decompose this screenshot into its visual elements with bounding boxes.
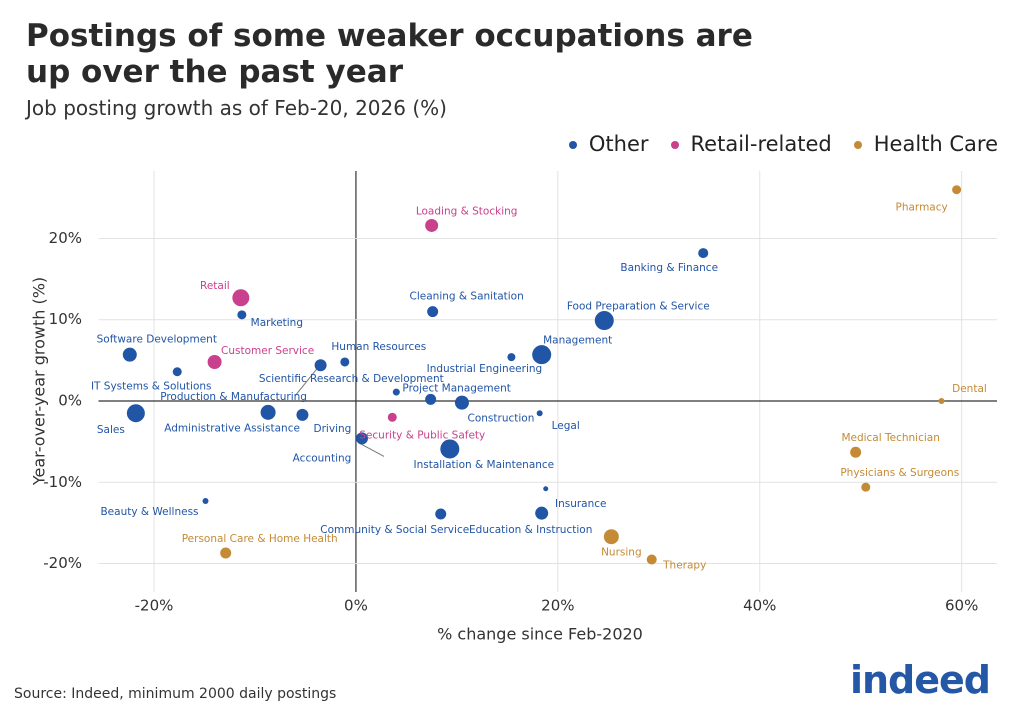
point-label: Production & Manufacturing bbox=[160, 391, 307, 403]
point bbox=[237, 310, 247, 320]
point bbox=[260, 404, 276, 420]
point-label: Administrative Assistance bbox=[164, 422, 300, 434]
x-tick-label: 20% bbox=[541, 597, 574, 615]
legend-item: Retail-related bbox=[670, 132, 832, 156]
point-label: Education & Instruction bbox=[469, 524, 592, 536]
point bbox=[535, 506, 549, 520]
point-label: Medical Technician bbox=[841, 432, 939, 444]
point-label: Retail bbox=[200, 280, 230, 292]
point bbox=[603, 529, 619, 545]
legend-label: Other bbox=[588, 132, 649, 156]
legend-swatch bbox=[670, 141, 679, 149]
point bbox=[202, 497, 209, 504]
point bbox=[126, 404, 145, 423]
point bbox=[425, 393, 437, 405]
legend-label: Health Care bbox=[873, 132, 998, 156]
y-tick-label: -10% bbox=[43, 473, 82, 491]
point-label: IT Systems & Solutions bbox=[91, 381, 212, 393]
point bbox=[861, 482, 871, 492]
point-label: Community & Social Service bbox=[320, 524, 469, 536]
point bbox=[952, 185, 962, 195]
point bbox=[507, 353, 516, 362]
point bbox=[698, 248, 709, 259]
chart-subtitle: Job posting growth as of Feb-20, 2026 (%… bbox=[26, 96, 447, 120]
leader-line bbox=[295, 368, 317, 396]
point-label: Industrial Engineering bbox=[427, 363, 543, 375]
point bbox=[454, 395, 469, 410]
point-label: Management bbox=[543, 335, 612, 347]
y-tick-label: 0% bbox=[58, 392, 82, 410]
point bbox=[536, 410, 543, 417]
leader-line bbox=[357, 441, 385, 457]
y-tick-label: -20% bbox=[43, 554, 82, 572]
point bbox=[425, 218, 439, 232]
x-tick-label: 60% bbox=[945, 597, 978, 615]
point-label: Accounting bbox=[293, 452, 352, 464]
point-label: Legal bbox=[552, 420, 580, 432]
y-axis-label: Year-over-year growth (%) bbox=[30, 277, 49, 486]
source: Source: Indeed, minimum 2000 daily posti… bbox=[14, 686, 337, 702]
y-tick-label: 10% bbox=[49, 310, 82, 328]
point-label: Customer Service bbox=[221, 345, 314, 357]
legend-item: Health Care bbox=[853, 132, 998, 156]
point-label: Banking & Finance bbox=[620, 262, 718, 274]
point bbox=[938, 398, 945, 405]
logo: indeed bbox=[849, 658, 991, 702]
point bbox=[122, 347, 137, 362]
point-label: Security & Public Safety bbox=[359, 429, 485, 441]
point bbox=[850, 446, 862, 458]
point bbox=[392, 388, 400, 396]
point bbox=[207, 354, 222, 369]
point bbox=[646, 554, 657, 565]
legend-item: Other bbox=[568, 132, 649, 156]
point-label: Food Preparation & Service bbox=[567, 301, 710, 313]
point-label: Sales bbox=[97, 424, 125, 436]
x-tick-label: 40% bbox=[743, 597, 776, 615]
point bbox=[172, 367, 182, 377]
legend-swatch bbox=[853, 141, 862, 149]
y-tick-label: 20% bbox=[49, 229, 82, 247]
point bbox=[532, 345, 552, 365]
point-label: Scientific Research & Development bbox=[259, 373, 444, 385]
point bbox=[296, 408, 309, 421]
point-label: Pharmacy bbox=[896, 202, 948, 214]
point bbox=[355, 432, 368, 445]
point-label: Dental bbox=[952, 383, 987, 395]
point-label: Installation & Maintenance bbox=[414, 459, 555, 471]
point bbox=[435, 508, 447, 520]
point-label: Driving bbox=[314, 423, 352, 435]
point bbox=[232, 289, 250, 307]
legend: Other Retail-related Health Care bbox=[568, 132, 998, 156]
x-tick-label: -20% bbox=[135, 597, 174, 615]
point bbox=[220, 547, 232, 559]
point bbox=[340, 357, 350, 367]
point bbox=[314, 359, 327, 372]
point-label: Beauty & Wellness bbox=[100, 506, 198, 518]
point-label: Project Management bbox=[402, 382, 510, 394]
point-label: Construction bbox=[468, 413, 535, 425]
point-label: Physicians & Surgeons bbox=[840, 467, 959, 479]
point bbox=[594, 311, 614, 331]
point-label: Software Development bbox=[97, 334, 217, 346]
point-label: Insurance bbox=[555, 498, 607, 510]
point bbox=[543, 486, 549, 492]
point-label: Nursing bbox=[601, 547, 642, 559]
chart-title: Postings of some weaker occupations are … bbox=[26, 18, 753, 90]
x-axis-label: % change since Feb-2020 bbox=[437, 625, 643, 644]
point bbox=[387, 412, 397, 422]
x-tick-label: 0% bbox=[344, 597, 368, 615]
point-label: Cleaning & Sanitation bbox=[410, 291, 524, 303]
legend-swatch bbox=[568, 141, 577, 149]
legend-label: Retail-related bbox=[690, 132, 832, 156]
point-label: Therapy bbox=[662, 559, 706, 571]
point bbox=[427, 306, 439, 318]
point bbox=[440, 439, 460, 459]
point-label: Personal Care & Home Health bbox=[182, 533, 338, 545]
point-label: Marketing bbox=[251, 317, 303, 329]
point-label: Human Resources bbox=[331, 341, 426, 353]
point-label: Loading & Stocking bbox=[416, 205, 518, 217]
